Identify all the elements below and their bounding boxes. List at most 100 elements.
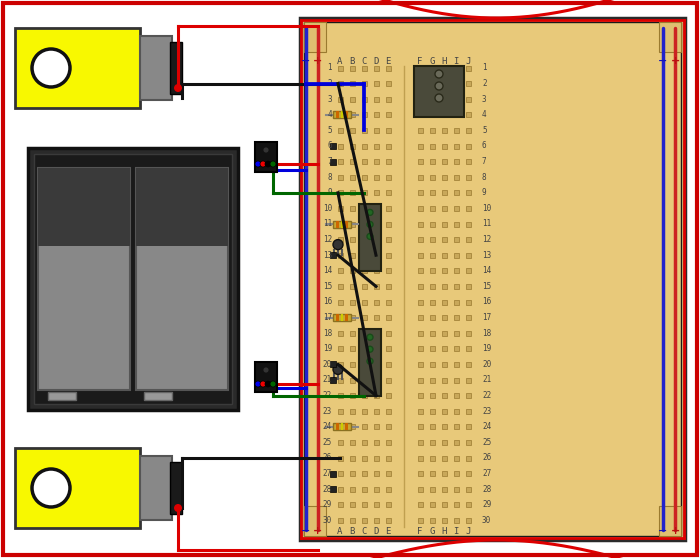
Bar — [466, 175, 470, 180]
Circle shape — [435, 82, 443, 90]
Text: 17: 17 — [323, 313, 332, 322]
Circle shape — [174, 504, 182, 512]
Bar — [430, 487, 435, 492]
Bar — [454, 159, 458, 164]
Bar — [386, 440, 391, 445]
Bar — [442, 331, 447, 336]
Bar — [442, 81, 447, 86]
Bar — [430, 268, 435, 273]
Bar — [466, 300, 470, 305]
Bar — [374, 175, 379, 180]
Bar — [454, 502, 458, 507]
Bar — [337, 97, 342, 102]
Bar — [454, 347, 458, 352]
Bar — [374, 378, 379, 382]
Text: 25: 25 — [323, 438, 332, 447]
Bar — [386, 253, 391, 258]
Bar — [144, 392, 172, 400]
Text: 1: 1 — [328, 64, 332, 73]
Text: E: E — [385, 527, 391, 536]
Bar — [361, 112, 367, 117]
Bar — [374, 128, 379, 133]
Bar — [386, 81, 391, 86]
Text: 10: 10 — [323, 204, 332, 213]
Bar — [442, 502, 447, 507]
Circle shape — [367, 334, 373, 340]
Bar — [337, 455, 342, 460]
Text: 27: 27 — [482, 469, 491, 478]
Bar — [349, 300, 354, 305]
Text: 5: 5 — [328, 126, 332, 135]
Text: 25: 25 — [482, 438, 491, 447]
Bar — [454, 190, 458, 195]
Circle shape — [260, 381, 266, 387]
Bar — [466, 81, 470, 86]
Bar — [466, 347, 470, 352]
Bar — [466, 190, 470, 195]
Bar — [361, 237, 367, 242]
Text: 27: 27 — [323, 469, 332, 478]
Bar — [330, 252, 336, 258]
Bar — [417, 518, 423, 523]
Bar — [349, 315, 354, 320]
Bar — [361, 502, 367, 507]
Text: 24: 24 — [323, 422, 332, 431]
Bar — [361, 378, 367, 382]
Bar — [454, 128, 458, 133]
Text: 18: 18 — [482, 329, 491, 338]
Bar — [442, 206, 447, 211]
Bar — [454, 471, 458, 476]
Bar — [304, 22, 681, 536]
Bar — [170, 42, 182, 94]
Bar — [417, 65, 423, 70]
Bar — [349, 222, 354, 227]
Bar — [304, 506, 326, 536]
Bar — [442, 159, 447, 164]
Bar — [337, 347, 342, 352]
Text: 30: 30 — [482, 516, 491, 525]
Bar — [386, 378, 391, 382]
Text: B: B — [349, 56, 355, 65]
Bar — [345, 111, 347, 118]
Bar — [345, 220, 347, 228]
Bar — [430, 362, 435, 367]
Bar — [386, 315, 391, 320]
Text: 15: 15 — [323, 282, 332, 291]
Bar — [361, 253, 367, 258]
Bar — [333, 111, 351, 118]
Bar — [454, 81, 458, 86]
Text: 8: 8 — [328, 172, 332, 182]
Bar — [374, 331, 379, 336]
Bar — [333, 220, 351, 228]
Bar — [361, 362, 367, 367]
Bar — [430, 471, 435, 476]
Text: 18: 18 — [323, 329, 332, 338]
Bar — [430, 518, 435, 523]
Bar — [337, 408, 342, 413]
Text: 12: 12 — [482, 235, 491, 244]
Bar — [336, 111, 339, 118]
Bar — [386, 518, 391, 523]
Bar — [430, 222, 435, 227]
Bar — [361, 81, 367, 86]
Bar — [466, 65, 470, 70]
Bar — [466, 268, 470, 273]
Text: 19: 19 — [482, 344, 491, 353]
Bar — [417, 331, 423, 336]
Bar — [349, 175, 354, 180]
Bar — [430, 206, 435, 211]
Text: 7: 7 — [482, 157, 486, 166]
Bar — [361, 143, 367, 148]
Bar — [340, 424, 343, 430]
Bar — [386, 65, 391, 70]
Bar — [386, 190, 391, 195]
Text: 30: 30 — [323, 516, 332, 525]
Text: 10: 10 — [482, 204, 491, 213]
Bar — [349, 362, 354, 367]
Bar — [454, 97, 458, 102]
Bar — [454, 253, 458, 258]
Bar — [255, 362, 277, 392]
Bar — [442, 143, 447, 148]
Bar — [361, 206, 367, 211]
Bar — [430, 424, 435, 429]
